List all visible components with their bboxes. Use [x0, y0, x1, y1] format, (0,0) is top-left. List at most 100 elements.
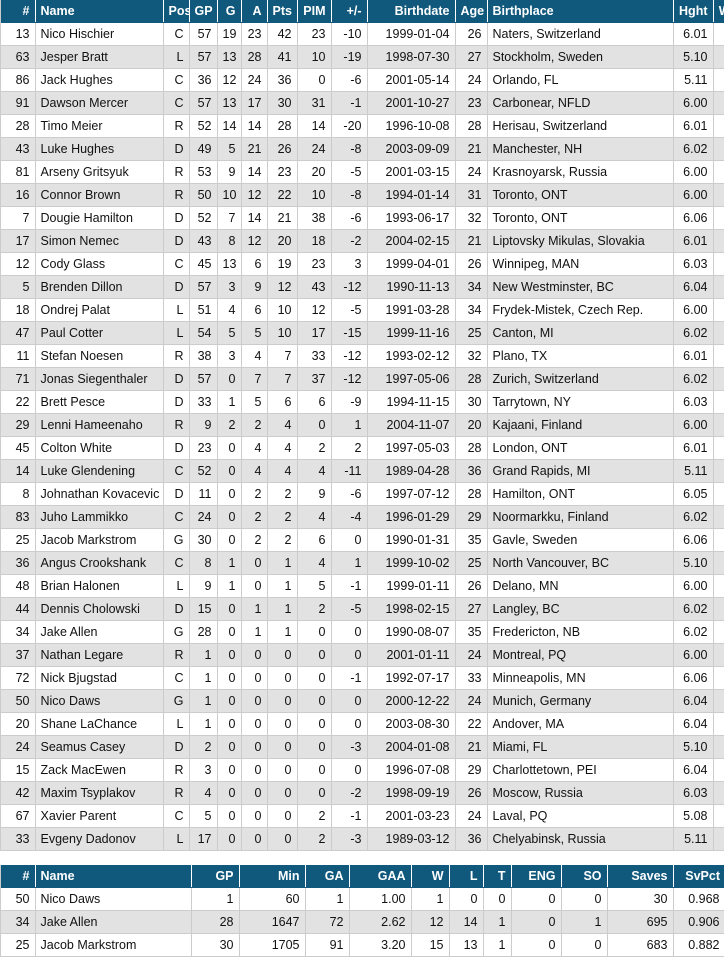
skaters-cell-a: 4 — [241, 459, 268, 483]
skaters-cell-hght: 6.04 — [673, 689, 714, 713]
skaters-cell-a: 2 — [241, 482, 268, 506]
skaters-cell-pos: C — [163, 68, 190, 92]
skaters-column-header-bday[interactable]: Birthdate — [367, 0, 456, 23]
goalies-column-header-svpct[interactable]: SvPct — [673, 865, 724, 888]
skaters-cell-age: 32 — [455, 206, 488, 230]
skaters-cell-a: 2 — [241, 413, 268, 437]
goalies-column-header-so[interactable]: SO — [561, 865, 608, 888]
goalie-table-body: 50 Nico Daws 1 60 1 1.00 1 0 0 0 0 30 0.968 34 Jake Al… — [1, 887, 724, 957]
goalies-column-header-gp[interactable]: GP — [191, 865, 240, 888]
skaters-column-header-wght[interactable]: Wght — [713, 0, 724, 23]
goalies-cell-so: 1 — [561, 910, 608, 934]
goalie-stats-section: # Name GP Min GA GAA W L T ENG SO Saves SvPct 50 Nico… — [0, 865, 724, 957]
goalies-column-header-num[interactable]: # — [1, 865, 36, 888]
skaters-cell-pts: 22 — [267, 183, 298, 207]
skaters-cell-hght: 6.01 — [673, 344, 714, 368]
skaters-column-header-pos[interactable]: Pos — [163, 0, 190, 23]
skaters-cell-a: 12 — [241, 183, 268, 207]
skaters-cell-wght: 195 — [713, 160, 724, 184]
goalies-column-header-name[interactable]: Name — [35, 865, 192, 888]
goalies-column-header-l[interactable]: L — [449, 865, 484, 888]
skaters-cell-pim: 4 — [297, 551, 332, 575]
skaters-cell-gp: 1 — [189, 643, 218, 667]
goalies-cell-w: 15 — [411, 933, 450, 957]
skaters-cell-a: 21 — [241, 137, 268, 161]
skaters-cell-g: 8 — [217, 229, 242, 253]
skaters-cell-name: Ondrej Palat — [35, 298, 164, 322]
skaters-cell-hght: 6.06 — [673, 528, 714, 552]
skaters-column-header-name[interactable]: Name — [35, 0, 164, 23]
skaters-cell-bplace: Hamilton, ONT — [487, 482, 674, 506]
goalies-column-header-eng[interactable]: ENG — [511, 865, 562, 888]
skaters-cell-num: 28 — [1, 114, 36, 138]
skaters-cell-name: Xavier Parent — [35, 804, 164, 828]
skaters-cell-pos: C — [163, 505, 190, 529]
goalies-column-header-ga[interactable]: GA — [305, 865, 350, 888]
skaters-cell-pts: 0 — [267, 666, 298, 690]
goalies-cell-eng: 0 — [511, 887, 562, 911]
skaters-column-header-pim[interactable]: PIM — [297, 0, 332, 23]
skaters-column-header-hght[interactable]: Hght — [673, 0, 714, 23]
skaters-cell-wght: 207 — [713, 574, 724, 598]
skaters-cell-pm: -2 — [331, 229, 368, 253]
skaters-cell-bplace: Toronto, ONT — [487, 206, 674, 230]
skaters-cell-pim: 6 — [297, 528, 332, 552]
skaters-table-row: 16 Connor Brown R 50 10 12 22 10 -8 1994-01-14 31 T… — [1, 183, 724, 207]
skaters-cell-pos: R — [163, 643, 190, 667]
goalies-cell-w: 12 — [411, 910, 450, 934]
skaters-cell-pm: -8 — [331, 183, 368, 207]
skaters-cell-num: 18 — [1, 298, 36, 322]
skaters-cell-pim: 18 — [297, 229, 332, 253]
goalies-cell-saves: 30 — [607, 887, 674, 911]
skaters-cell-hght: 6.02 — [673, 321, 714, 345]
skaters-cell-a: 1 — [241, 597, 268, 621]
goalies-table-row: 50 Nico Daws 1 60 1 1.00 1 0 0 0 0 30 0.968 — [1, 887, 724, 911]
skaters-cell-pos: R — [163, 344, 190, 368]
skaters-table-row: 5 Brenden Dillon D 57 3 9 12 43 -12 1990-11-13 34 N… — [1, 275, 724, 299]
skaters-cell-a: 4 — [241, 436, 268, 460]
skaters-cell-pts: 0 — [267, 827, 298, 851]
skaters-column-header-num[interactable]: # — [1, 0, 36, 23]
skaters-cell-hght: 6.00 — [673, 183, 714, 207]
skaters-column-header-age[interactable]: Age — [455, 0, 488, 23]
skaters-cell-name: Luke Hughes — [35, 137, 164, 161]
skaters-column-header-gp[interactable]: GP — [189, 0, 218, 23]
goalies-column-header-gaa[interactable]: GAA — [349, 865, 412, 888]
skaters-cell-gp: 1 — [189, 666, 218, 690]
goalies-cell-gp: 30 — [191, 933, 240, 957]
goalies-column-header-t[interactable]: T — [483, 865, 512, 888]
skaters-cell-name: Brett Pesce — [35, 390, 164, 414]
skaters-cell-hght: 6.01 — [673, 114, 714, 138]
skaters-cell-num: 44 — [1, 597, 36, 621]
goalies-column-header-min[interactable]: Min — [239, 865, 306, 888]
skaters-cell-bplace: North Vancouver, BC — [487, 551, 674, 575]
skaters-cell-pim: 0 — [297, 758, 332, 782]
skaters-cell-pim: 38 — [297, 206, 332, 230]
skaters-cell-name: Dawson Mercer — [35, 91, 164, 115]
skaters-cell-pm: -1 — [331, 804, 368, 828]
goalies-column-header-w[interactable]: W — [411, 865, 450, 888]
skaters-cell-pm: -8 — [331, 137, 368, 161]
skaters-cell-wght: 203 — [713, 781, 724, 805]
skaters-cell-name: Angus Crookshank — [35, 551, 164, 575]
skaters-cell-pts: 4 — [267, 413, 298, 437]
skaters-column-header-g[interactable]: G — [217, 0, 242, 23]
skaters-cell-pts: 2 — [267, 528, 298, 552]
skaters-cell-a: 0 — [241, 758, 268, 782]
skaters-cell-num: 45 — [1, 436, 36, 460]
skaters-cell-pos: G — [163, 528, 190, 552]
skaters-cell-hght: 6.00 — [673, 160, 714, 184]
skaters-cell-name: Evgeny Dadonov — [35, 827, 164, 851]
skaters-cell-bday: 1999-11-16 — [367, 321, 456, 345]
skaters-cell-bday: 1997-07-12 — [367, 482, 456, 506]
skaters-cell-num: 5 — [1, 275, 36, 299]
skaters-cell-a: 0 — [241, 666, 268, 690]
skaters-column-header-pm[interactable]: +/- — [331, 0, 368, 23]
skaters-cell-pts: 2 — [267, 482, 298, 506]
skaters-column-header-bplace[interactable]: Birthplace — [487, 0, 674, 23]
skaters-column-header-pts[interactable]: Pts — [267, 0, 298, 23]
skaters-table-row: 36 Angus Crookshank C 8 1 0 1 4 1 1999-10-02 25 Nor… — [1, 551, 724, 575]
goalies-cell-svpct: 0.906 — [673, 910, 724, 934]
skaters-column-header-a[interactable]: A — [241, 0, 268, 23]
goalies-column-header-saves[interactable]: Saves — [607, 865, 674, 888]
